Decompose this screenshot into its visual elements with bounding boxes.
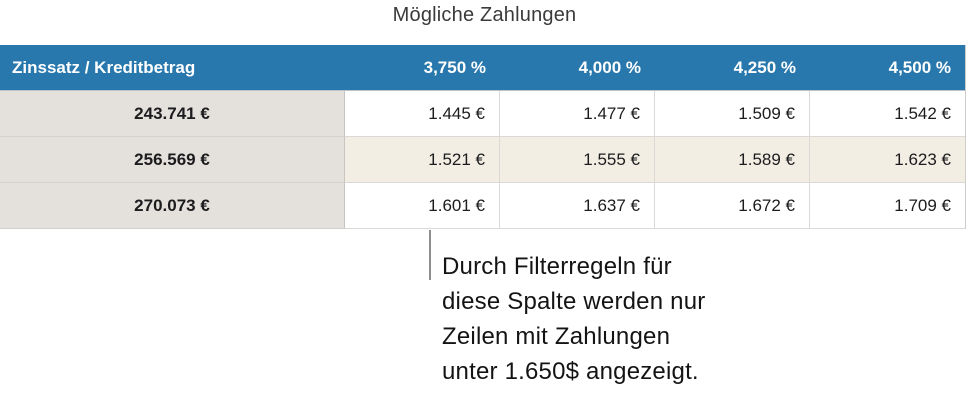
callout-annotation: Durch Filterregeln für diese Spalte werd… [442, 253, 706, 385]
callout-pointer-line [429, 230, 431, 280]
table-cell[interactable]: 1.555 € [500, 137, 655, 183]
table-cell[interactable]: 1.445 € [345, 91, 500, 137]
table-title: Mögliche Zahlungen [392, 4, 577, 26]
header-cell-rate-1[interactable]: 3,750 % [345, 45, 500, 91]
row-label[interactable]: 243.741 € [0, 91, 345, 137]
table-cell[interactable]: 1.542 € [810, 91, 965, 137]
table-cell[interactable]: 1.589 € [655, 137, 810, 183]
table-cell[interactable]: 1.709 € [810, 183, 965, 229]
payments-table: Zinssatz / Kreditbetrag 3,750 % 4,000 % … [0, 45, 966, 229]
row-label[interactable]: 256.569 € [0, 137, 345, 183]
table-cell[interactable]: 1.509 € [655, 91, 810, 137]
table-cell[interactable]: 1.637 € [500, 183, 655, 229]
header-cell-rate-2[interactable]: 4,000 % [500, 45, 655, 91]
row-label[interactable]: 270.073 € [0, 183, 345, 229]
table-cell[interactable]: 1.477 € [500, 91, 655, 137]
header-cell-rate-4[interactable]: 4,500 % [810, 45, 965, 91]
table-cell[interactable]: 1.672 € [655, 183, 810, 229]
table-cell[interactable]: 1.601 € [345, 183, 500, 229]
table-cell[interactable]: 1.521 € [345, 137, 500, 183]
header-cell-zinssatz-kreditbetrag[interactable]: Zinssatz / Kreditbetrag [0, 45, 345, 91]
header-cell-rate-3[interactable]: 4,250 % [655, 45, 810, 91]
table-cell[interactable]: 1.623 € [810, 137, 965, 183]
